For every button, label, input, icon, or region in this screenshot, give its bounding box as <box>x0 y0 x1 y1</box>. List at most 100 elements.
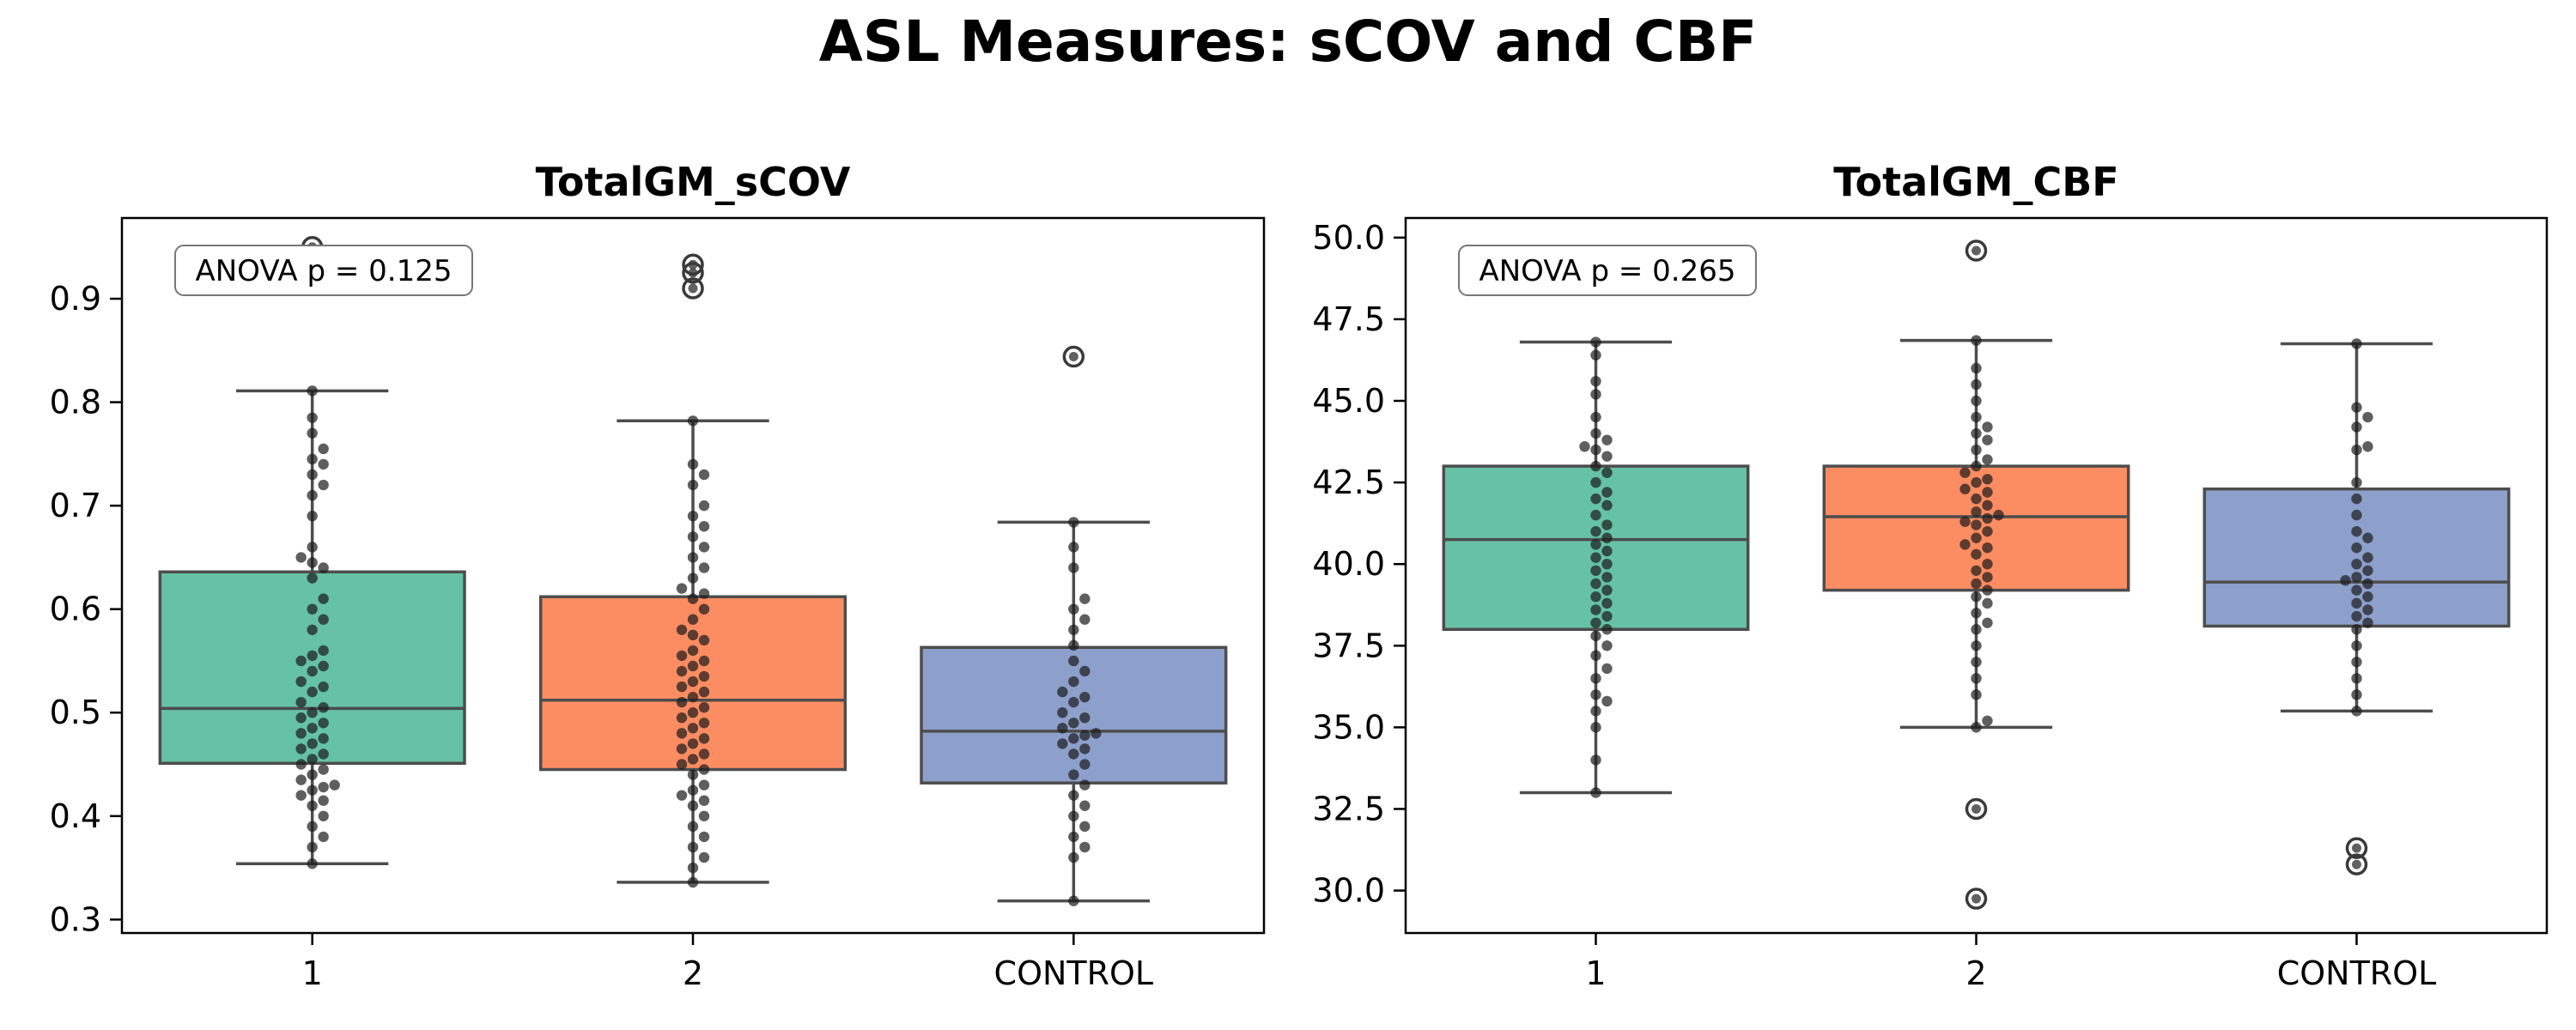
data-point <box>1068 603 1079 615</box>
data-point <box>1982 558 1993 570</box>
data-point <box>307 800 318 811</box>
data-point <box>318 764 329 775</box>
data-point <box>2362 565 2373 576</box>
data-point <box>1959 539 1971 550</box>
data-point <box>698 588 710 599</box>
y-tick-label: 0.4 <box>50 797 101 835</box>
data-point <box>1971 608 1982 619</box>
data-point <box>676 583 688 594</box>
y-tick-label: 37.5 <box>1312 627 1385 664</box>
data-point <box>318 831 329 843</box>
data-point <box>1590 722 1601 733</box>
data-point <box>307 785 318 796</box>
data-point <box>2351 493 2362 505</box>
data-point <box>687 593 699 604</box>
data-point <box>1068 655 1079 667</box>
data-point <box>1068 718 1079 729</box>
data-point <box>698 733 710 744</box>
data-point <box>698 686 710 698</box>
data-point <box>1971 519 1982 530</box>
anova-box <box>1458 245 1757 296</box>
y-tick-label: 32.5 <box>1312 790 1385 827</box>
data-point <box>1982 715 1993 726</box>
data-point <box>1079 821 1091 833</box>
data-point <box>676 665 688 677</box>
data-point <box>1982 454 1993 465</box>
data-point <box>1079 779 1091 791</box>
data-point <box>1982 597 1993 609</box>
data-point <box>318 702 329 713</box>
data-point <box>1590 389 1601 400</box>
data-point <box>307 841 318 853</box>
data-point <box>1590 565 1601 576</box>
data-point <box>1079 665 1091 677</box>
data-point <box>676 759 688 770</box>
data-point <box>698 469 710 481</box>
data-point <box>1590 444 1601 456</box>
data-point <box>676 696 688 708</box>
data-point <box>1971 673 1982 684</box>
data-point <box>1601 585 1613 596</box>
data-point <box>1982 572 1993 583</box>
data-point <box>295 655 307 667</box>
data-point <box>1068 517 1079 528</box>
data-point <box>318 660 329 672</box>
data-point <box>2351 624 2362 635</box>
outlier-marker <box>1965 239 1988 262</box>
data-point <box>1057 738 1068 749</box>
data-point <box>307 624 318 635</box>
data-point <box>2351 509 2362 521</box>
data-point <box>687 754 699 765</box>
data-point <box>1971 689 1982 700</box>
data-point <box>295 712 307 724</box>
data-point <box>1079 730 1091 741</box>
data-point <box>307 707 318 718</box>
data-point <box>1601 558 1613 570</box>
data-point <box>307 469 318 481</box>
data-point <box>1057 686 1068 698</box>
data-point <box>698 831 710 843</box>
data-point <box>1982 421 1993 433</box>
data-point <box>2362 532 2373 543</box>
x-tick-label: 2 <box>683 954 703 992</box>
data-point <box>2351 402 2362 413</box>
data-point <box>687 531 699 542</box>
data-point <box>295 676 307 688</box>
data-point <box>687 629 699 641</box>
data-point <box>307 385 318 397</box>
data-point <box>1959 467 1971 478</box>
data-point <box>1601 695 1613 707</box>
data-point <box>1590 604 1601 615</box>
data-point <box>1971 565 1982 576</box>
data-point <box>698 670 710 682</box>
anova-label: ANOVA p = 0.125 <box>195 254 452 288</box>
data-point <box>1068 733 1079 744</box>
data-point <box>1590 336 1601 348</box>
data-point <box>1079 712 1091 724</box>
y-tick-label: 0.5 <box>50 694 101 731</box>
data-point <box>1971 578 1982 590</box>
data-point <box>1982 585 1993 596</box>
data-point <box>1982 525 1993 537</box>
figure-title: ASL Measures: sCOV and CBF <box>818 9 1758 75</box>
x-tick-label: 2 <box>1965 954 1986 992</box>
data-point <box>318 795 329 806</box>
data-point <box>1068 562 1079 573</box>
outlier-point <box>1971 803 1981 814</box>
data-point <box>698 542 710 553</box>
data-point <box>1590 427 1601 439</box>
outlier-marker <box>1965 888 1988 910</box>
data-point <box>307 723 318 734</box>
data-point <box>1601 610 1613 622</box>
data-point <box>676 712 688 724</box>
y-tick-label: 0.6 <box>50 591 101 628</box>
data-point <box>2351 421 2362 433</box>
data-point <box>1971 395 1982 407</box>
data-point <box>2351 597 2362 609</box>
data-point <box>295 759 307 770</box>
outlier-marker <box>1965 797 1988 821</box>
data-point <box>307 821 318 833</box>
data-point <box>318 718 329 729</box>
data-point <box>1590 754 1601 766</box>
